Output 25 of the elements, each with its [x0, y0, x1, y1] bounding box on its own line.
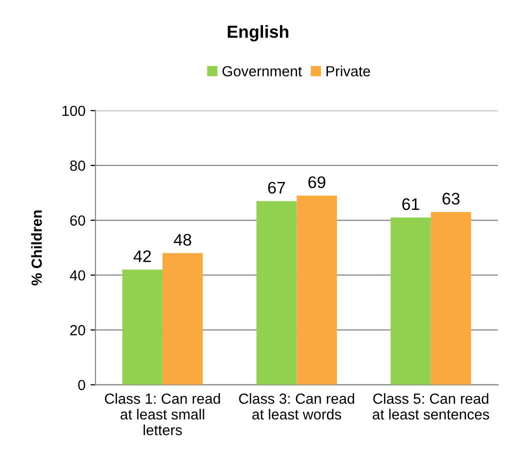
bar	[430, 212, 472, 385]
legend-label: Government	[222, 66, 302, 76]
y-tick-label: 40	[70, 270, 86, 281]
y-tick-label: 80	[70, 160, 86, 171]
chart-title: English	[228, 25, 288, 42]
legend-label: Private	[326, 66, 370, 76]
data-label: 67	[268, 182, 286, 194]
bar	[390, 218, 431, 385]
data-label: 69	[308, 176, 326, 188]
bar	[122, 270, 163, 385]
bar	[256, 201, 297, 385]
bar	[162, 253, 203, 385]
data-label: 42	[134, 250, 151, 262]
data-label: 48	[174, 234, 192, 246]
x-tick-label: Class 3: Can read at least words	[239, 393, 354, 420]
x-tick-label: Class 1: Can read at least small letters	[104, 393, 220, 436]
y-tick-label: 0	[78, 380, 86, 390]
bar	[296, 196, 337, 385]
data-label: 61	[402, 198, 420, 210]
x-tick-label: Class 5: Can read at least sentences	[372, 393, 490, 420]
data-label: 63	[442, 192, 460, 205]
y-tick-label: 20	[70, 325, 86, 336]
y-axis-title: % Children	[31, 210, 42, 286]
y-tick-label: 60	[70, 215, 86, 226]
y-tick-label: 100	[62, 106, 86, 116]
